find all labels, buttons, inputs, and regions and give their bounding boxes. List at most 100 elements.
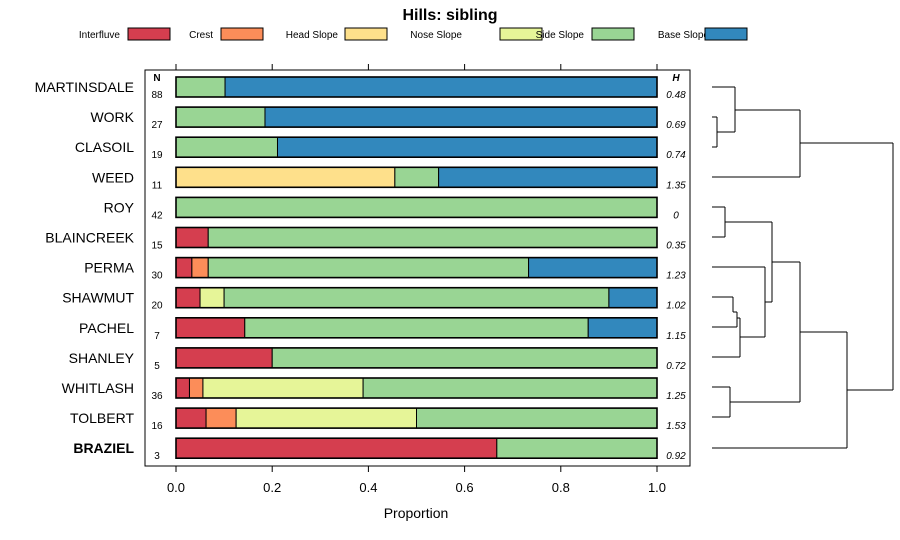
row-label-clasoil: CLASOIL [75, 139, 134, 155]
legend-swatch-crest [220, 27, 264, 41]
n-value-roy: 42 [151, 210, 163, 221]
bar-outline-pachel [175, 316, 658, 339]
bar-rows: MARTINSDALE 88 0.48 WORK 27 0.69 CLASOIL 19 0.74… [35, 76, 686, 462]
bar-segment-pachel-base-slope [587, 317, 658, 339]
row-weed: WEED 11 1.35 [92, 166, 686, 191]
row-label-braziel: BRAZIEL [73, 440, 134, 456]
row-perma: PERMA 30 1.23 [84, 256, 686, 282]
n-value-whitlash: 36 [151, 391, 163, 402]
legend-label-side-slope: Side Slope [536, 30, 585, 41]
n-value-perma: 30 [151, 271, 163, 282]
row-label-whitlash: WHITLASH [62, 380, 134, 396]
bar-outline-work [175, 106, 658, 128]
legend: Interfluve Crest Head Slope Nose Slope Side … [79, 27, 748, 41]
row-label-shanley: SHANLEY [69, 350, 135, 366]
bar-segment-clasoil-side-slope [175, 136, 278, 158]
bar-segment-tolbert-interfluve [175, 407, 207, 429]
x-axis: 0.0 0.2 0.4 0.6 0.8 1.0 [167, 64, 666, 495]
row-braziel: BRAZIEL 3 0.92 [73, 437, 686, 462]
plot-panel [144, 69, 691, 467]
x-tick-label-5: 1.0 [648, 480, 666, 495]
h-value-tolbert: 1.53 [666, 421, 686, 432]
h-value-clasoil: 0.74 [666, 150, 686, 161]
row-label-blaincreek: BLAINCREEK [45, 230, 134, 246]
row-label-martinsdale: MARTINSDALE [35, 79, 134, 95]
bar-segment-martinsdale-side-slope [175, 76, 226, 98]
row-shanley: SHANLEY 5 0.72 [69, 347, 686, 372]
row-blaincreek: BLAINCREEK 15 0.35 [45, 226, 686, 252]
bar-segment-tolbert-crest [205, 407, 237, 429]
bar-outline-shawmut [175, 286, 658, 309]
bar-segment-pachel-side-slope [244, 317, 589, 339]
row-martinsdale: MARTINSDALE 88 0.48 [35, 76, 686, 101]
h-value-martinsdale: 0.48 [666, 90, 686, 101]
n-value-braziel: 3 [154, 451, 160, 462]
h-value-weed: 1.35 [666, 180, 686, 191]
legend-swatch-head-slope [344, 27, 388, 41]
legend-swatch-base-slope [704, 27, 748, 41]
bar-outline-perma [175, 256, 658, 279]
bar-outline-clasoil [175, 136, 658, 158]
n-value-pachel: 7 [154, 331, 160, 342]
row-whitlash: WHITLASH 36 1.25 [62, 377, 686, 402]
bar-segment-shanley-interfluve [175, 347, 273, 369]
legend-label-crest: Crest [189, 30, 213, 41]
legend-swatch-side-slope [591, 27, 635, 41]
bar-segment-perma-crest [191, 257, 209, 279]
h-value-roy: 0 [673, 210, 679, 221]
h-value-shawmut: 1.02 [666, 301, 686, 312]
row-label-weed: WEED [92, 169, 134, 185]
bar-segment-perma-base-slope [528, 257, 658, 279]
bar-segment-work-side-slope [175, 106, 266, 128]
bar-segment-shawmut-interfluve [175, 287, 201, 309]
row-roy: ROY 42 0 [104, 196, 679, 221]
n-value-martinsdale: 88 [151, 90, 163, 101]
bar-segment-whitlash-interfluve [175, 377, 190, 399]
bar-segment-weed-base-slope [438, 166, 658, 188]
h-value-pachel: 1.15 [666, 331, 686, 342]
n-column-header: N [153, 73, 160, 84]
bar-segment-martinsdale-base-slope [224, 76, 658, 98]
bar-segment-roy-side-slope [175, 196, 658, 218]
bar-segment-perma-side-slope [207, 257, 530, 279]
dendrogram [712, 86, 894, 449]
bar-outline-martinsdale [175, 76, 658, 98]
row-clasoil: CLASOIL 19 0.74 [75, 136, 686, 161]
n-value-weed: 11 [152, 180, 163, 191]
row-label-perma: PERMA [84, 260, 134, 276]
bar-segment-blaincreek-interfluve [175, 227, 209, 248]
row-label-tolbert: TOLBERT [70, 410, 135, 426]
h-value-whitlash: 1.25 [666, 391, 686, 402]
x-tick-label-4: 0.8 [552, 480, 570, 495]
bar-segment-braziel-side-slope [496, 437, 658, 459]
bar-outline-braziel [175, 437, 658, 460]
bar-segment-clasoil-base-slope [276, 136, 658, 158]
x-tick-label-0: 0.0 [167, 480, 185, 495]
h-value-shanley: 0.72 [666, 361, 686, 372]
panel-border [144, 69, 691, 467]
bar-segment-whitlash-nose-slope [202, 377, 364, 399]
h-value-braziel: 0.92 [666, 451, 686, 462]
row-label-shawmut: SHAWMUT [62, 290, 134, 306]
bar-segment-shawmut-base-slope [608, 287, 658, 309]
n-value-shawmut: 20 [151, 301, 163, 312]
x-tick-label-1: 0.2 [263, 480, 281, 495]
row-label-roy: ROY [104, 199, 135, 215]
legend-label-head-slope: Head Slope [286, 30, 339, 41]
h-column-header: H [672, 73, 680, 84]
bar-segment-whitlash-crest [188, 377, 204, 399]
bar-outline-blaincreek [175, 226, 658, 249]
h-value-blaincreek: 0.35 [666, 241, 686, 252]
row-tolbert: TOLBERT 16 1.53 [70, 407, 686, 432]
bar-segment-shawmut-side-slope [223, 287, 610, 309]
row-work: WORK 27 0.69 [90, 106, 686, 131]
bar-segment-work-base-slope [264, 106, 658, 128]
bar-outline-roy [175, 196, 658, 219]
legend-label-interfluve: Interfluve [79, 30, 121, 41]
x-axis-title: Proportion [384, 505, 449, 521]
legend-label-nose-slope: Nose Slope [410, 30, 462, 41]
bar-segment-blaincreek-side-slope [207, 227, 658, 248]
n-value-work: 27 [151, 120, 163, 131]
n-value-shanley: 5 [154, 361, 160, 372]
